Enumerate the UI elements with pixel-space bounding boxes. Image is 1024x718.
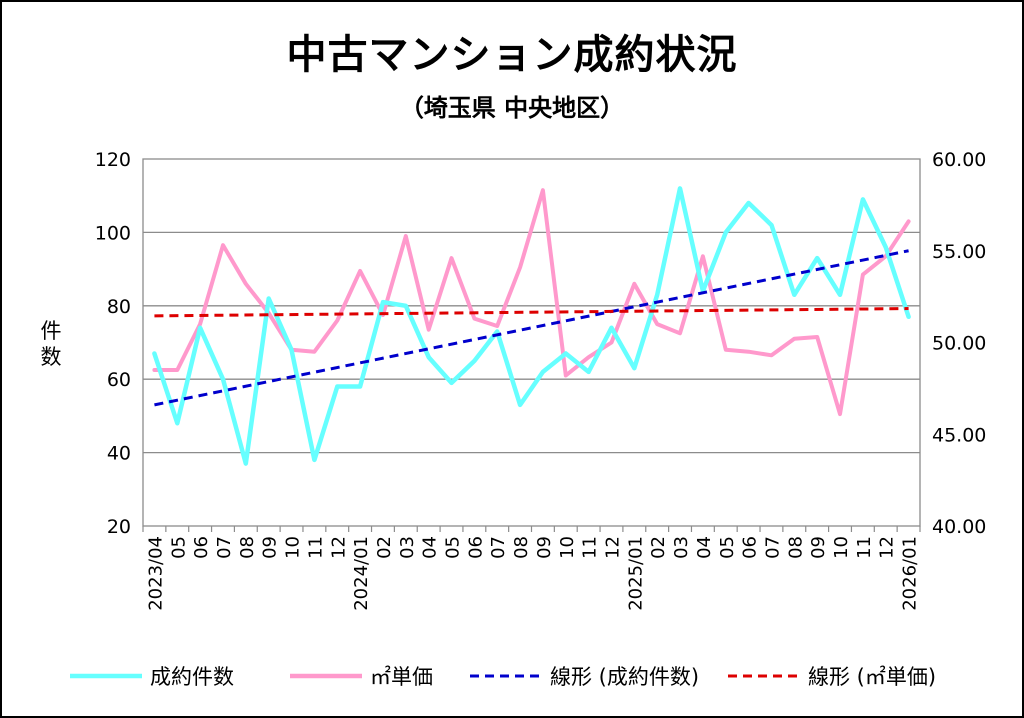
x-tick-label: 11 (854, 536, 875, 559)
x-tick-label: 08 (511, 536, 532, 559)
x-tick-label: 08 (237, 536, 258, 559)
x-tick-label: 02 (648, 536, 669, 559)
x-tick-label: 03 (397, 536, 418, 559)
x-tick-label: 03 (671, 536, 692, 559)
x-tick-label: 07 (762, 536, 783, 559)
x-tick-label: 11 (305, 536, 326, 559)
x-tick-label: 06 (191, 536, 212, 559)
y-left-tick-80: 80 (107, 296, 131, 318)
x-tick-label: 10 (283, 536, 304, 559)
trendline-unit-price (154, 307, 909, 318)
x-tick-label: 04 (420, 536, 441, 559)
x-tick-label: 09 (808, 536, 829, 559)
y-left-tick-60: 60 (107, 369, 131, 391)
legend-contract-count-label: 成約件数 (150, 665, 234, 689)
x-tick-label: 09 (534, 536, 555, 559)
chart-subtitle: （埼玉県 中央地区） (399, 94, 625, 122)
y-right-tick-55.00: 55.00 (932, 241, 986, 263)
x-tick-label: 10 (831, 536, 852, 559)
x-tick-label: 08 (785, 536, 806, 559)
x-tick-label: 11 (580, 536, 601, 559)
x-tick-label: 2024/01 (351, 536, 372, 611)
y-right-tick-60.00: 60.00 (932, 149, 986, 171)
x-tick-label: 2023/04 (145, 536, 166, 611)
y-right-tick-40.00: 40.00 (932, 516, 986, 538)
x-tick-label: 2025/01 (625, 536, 646, 611)
chart-title: 中古マンション成約状況 (286, 32, 738, 78)
x-tick-label: 06 (740, 536, 761, 559)
series-line-unit-price (152, 188, 911, 417)
x-tick-label: 05 (443, 536, 464, 559)
x-tick-label: 05 (168, 536, 189, 559)
x-tick-label: 09 (260, 536, 281, 559)
legend-trend-count-label: 線形 (成約件数) (550, 665, 699, 689)
y-right-tick-45.00: 45.00 (932, 424, 986, 446)
x-tick-label: 12 (602, 536, 623, 559)
x-tick-label: 04 (694, 536, 715, 559)
y-left-tick-120: 120 (95, 149, 131, 171)
x-tick-label: 2026/01 (900, 536, 921, 611)
legend-unit-price-label: ㎡単価 (370, 665, 433, 689)
x-tick-label: 05 (717, 536, 738, 559)
x-tick-label: 07 (488, 536, 509, 559)
x-tick-label: 12 (877, 536, 898, 559)
x-tick-label: 06 (465, 536, 486, 559)
plot-area-border (142, 158, 921, 527)
y-left-tick-100: 100 (95, 222, 131, 244)
y-axis-left-label: 件数 (40, 319, 62, 369)
series-line-contract-count (152, 186, 911, 466)
y-left-tick-20: 20 (107, 516, 131, 538)
y-right-tick-50.00: 50.00 (932, 333, 986, 355)
x-tick-label: 02 (374, 536, 395, 559)
x-tick-label: 07 (214, 536, 235, 559)
y-left-tick-40: 40 (107, 443, 131, 465)
legend-trend-price-label: 線形 (㎡単価) (808, 665, 936, 689)
x-tick-label: 12 (328, 536, 349, 559)
trendline-contract-count (154, 249, 909, 407)
x-tick-label: 10 (557, 536, 578, 559)
